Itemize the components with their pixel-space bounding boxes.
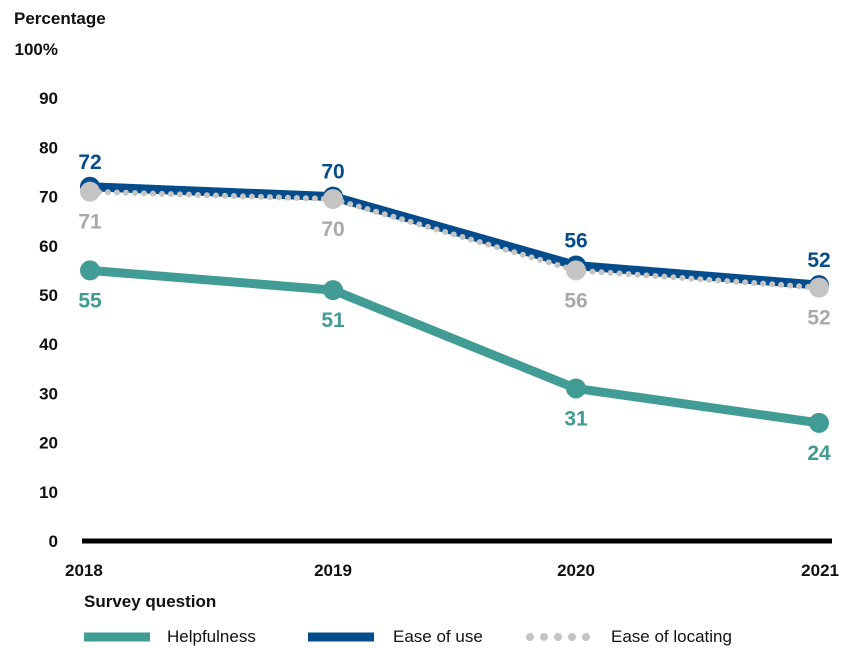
y-tick-label: 70	[39, 188, 58, 207]
data-point-ease-of-locating	[566, 260, 586, 281]
legend: Survey question Helpfulness Ease of use …	[84, 592, 732, 646]
x-tick-labels: 2018 2019 2020 2021	[65, 561, 839, 580]
data-point-helpfulness	[809, 412, 829, 433]
y-axis-title: Percentage	[14, 9, 106, 28]
series-line-ease-of-locating	[87, 188, 822, 291]
x-tick-label: 2020	[557, 561, 595, 580]
data-label-helpfulness: 31	[564, 407, 588, 430]
legend-label-ease-of-use: Ease of use	[393, 627, 483, 646]
y-tick-label: 60	[39, 237, 58, 256]
data-point-ease-of-locating	[323, 189, 343, 210]
data-label-ease-of-locating: 71	[78, 211, 102, 234]
data-point-ease-of-locating	[80, 181, 100, 202]
legend-item-ease-of-locating: Ease of locating	[526, 627, 732, 646]
data-point-ease-of-locating	[809, 277, 829, 298]
y-tick-label: 40	[39, 335, 58, 354]
legend-item-ease-of-use: Ease of use	[308, 627, 483, 646]
data-label-ease-of-use: 56	[564, 229, 587, 252]
x-tick-label: 2021	[801, 561, 839, 580]
legend-label-ease-of-locating: Ease of locating	[611, 627, 732, 646]
data-label-ease-of-use: 70	[321, 161, 344, 184]
data-label-helpfulness: 51	[321, 309, 345, 332]
data-point-helpfulness	[566, 378, 586, 399]
series-line-ease-of-use	[89, 182, 820, 290]
y-tick-label: 100%	[15, 40, 58, 59]
y-tick-label: 0	[49, 532, 58, 551]
data-label-ease-of-locating: 56	[564, 289, 587, 312]
x-tick-label: 2018	[65, 561, 103, 580]
legend-item-helpfulness: Helpfulness	[84, 627, 256, 646]
x-tick-label: 2019	[314, 561, 352, 580]
data-label-helpfulness: 55	[78, 289, 102, 312]
y-tick-label: 10	[39, 483, 58, 502]
data-point-helpfulness	[80, 260, 100, 281]
y-tick-labels: 0 10 20 30 40 50 60 70 80 90 100%	[15, 40, 58, 551]
series-line-helpfulness	[89, 265, 820, 428]
y-tick-label: 20	[39, 434, 58, 453]
legend-title: Survey question	[84, 592, 216, 611]
legend-label-helpfulness: Helpfulness	[167, 627, 256, 646]
y-tick-label: 90	[39, 89, 58, 108]
y-tick-label: 80	[39, 138, 58, 157]
y-tick-label: 50	[39, 286, 58, 305]
series-layer	[80, 176, 829, 433]
data-label-ease-of-use: 52	[807, 249, 830, 272]
data-label-ease-of-locating: 70	[321, 218, 344, 241]
data-label-ease-of-use: 72	[78, 151, 101, 174]
data-label-helpfulness: 24	[807, 442, 831, 465]
data-labels: 55 51 31 24 72 70 56 52 71 70 56 52	[78, 151, 831, 465]
data-point-helpfulness	[323, 280, 343, 301]
data-label-ease-of-locating: 52	[807, 307, 830, 330]
y-tick-label: 30	[39, 384, 58, 403]
